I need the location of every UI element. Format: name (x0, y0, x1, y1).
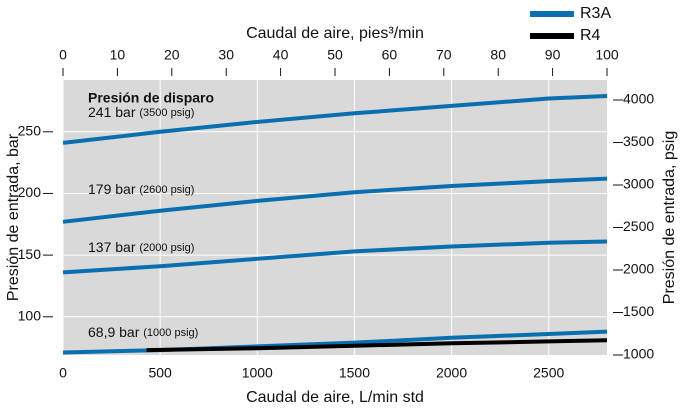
x-axis-title: Caudal de aire, L/min std (246, 389, 424, 406)
y2-tick-label: 2500 (623, 218, 654, 234)
x2-tick-label: 90 (545, 47, 561, 63)
annotation-note: (1000 psig) (143, 327, 198, 339)
annotation-text: 241 bar (88, 104, 136, 120)
legend-label: R3A (580, 5, 611, 22)
y-tick-label: 100 (18, 307, 42, 323)
x2-tick-label: 10 (110, 47, 126, 63)
y2-tick-label: 2000 (623, 261, 654, 277)
annotation-note: (2000 psig) (139, 242, 194, 254)
annotation: 137 bar (2000 psig) (88, 239, 194, 255)
line-series (62, 176, 608, 224)
y-tick-label: 250 (18, 122, 42, 138)
annotation: 241 bar (3500 psig) (88, 104, 194, 120)
legend-label: R4 (580, 27, 601, 44)
annotation-text: 68,9 bar (88, 324, 140, 340)
x2-tick-label: 40 (273, 47, 289, 63)
annotation: 179 bar (2600 psig) (88, 181, 194, 197)
y2-tick-label: 4000 (623, 91, 654, 107)
y2-tick-label: 1500 (623, 303, 654, 319)
x-tick-label: 0 (59, 365, 67, 381)
x-tick-label: 2000 (436, 365, 467, 381)
y2-tick-label: 3500 (623, 133, 654, 149)
annotation-heading: Presión de disparo (88, 90, 214, 106)
line-series (62, 239, 608, 275)
y2-tick-label: 1000 (623, 346, 654, 362)
x2-tick-label: 60 (382, 47, 398, 63)
annotation-note: (3500 psig) (139, 107, 194, 119)
x2-tick-label: 20 (164, 47, 180, 63)
annotation-text: 137 bar (88, 239, 136, 255)
y-tick-label: 200 (18, 184, 42, 200)
y-axis-title: Presión de entrada, bar (5, 133, 22, 301)
x-tick-label: 1000 (242, 365, 273, 381)
y-tick-label: 150 (18, 246, 42, 262)
x2-tick-label: 50 (327, 47, 343, 63)
annotation-note: (2600 psig) (139, 184, 194, 196)
x-tick-label: 2500 (533, 365, 564, 381)
x2-axis-title: Caudal de aire, pies³/min (246, 25, 424, 42)
line-series (146, 338, 608, 353)
x2-tick-label: 0 (59, 47, 67, 63)
x2-tick-label: 70 (436, 47, 452, 63)
x2-tick-label: 30 (218, 47, 234, 63)
line-series (62, 94, 608, 145)
annotation-text: 179 bar (88, 181, 136, 197)
x-tick-label: 1500 (339, 365, 370, 381)
x2-tick-label: 80 (490, 47, 506, 63)
y2-tick-label: 3000 (623, 176, 654, 192)
annotation: 68,9 bar (1000 psig) (88, 324, 198, 340)
x-tick-label: 500 (148, 365, 172, 381)
y2-axis-title: Presión de entrada, psig (661, 131, 678, 304)
x2-tick-label: 100 (595, 47, 619, 63)
plot-area (63, 80, 607, 355)
